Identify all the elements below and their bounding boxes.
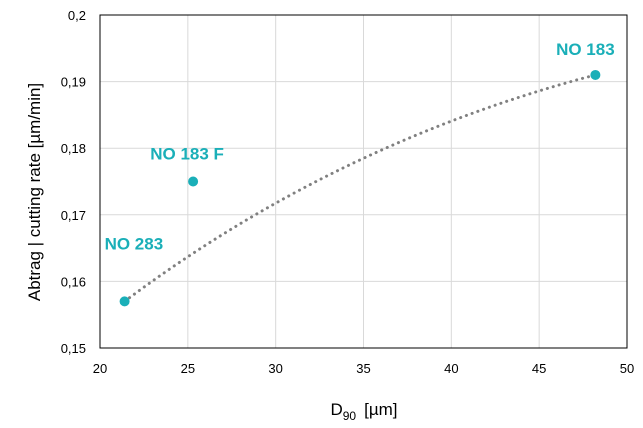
x-tick-label: 45 bbox=[532, 361, 546, 376]
x-tick-label: 35 bbox=[356, 361, 370, 376]
y-axis-title: Abtrag | cutting rate [µm/min] bbox=[25, 83, 44, 301]
x-tick-label: 40 bbox=[444, 361, 458, 376]
point-labels: NO 283 NO 183 F NO 183 bbox=[105, 40, 615, 253]
x-tick-label: 20 bbox=[93, 361, 107, 376]
data-point bbox=[590, 69, 601, 80]
y-tick-label: 0,15 bbox=[61, 341, 86, 356]
x-tick-label: 30 bbox=[268, 361, 282, 376]
y-tick-label: 0,18 bbox=[61, 141, 86, 156]
point-label: NO 183 F bbox=[150, 145, 224, 164]
plot-area-border bbox=[99, 14, 628, 349]
x-axis-title-main: D bbox=[330, 400, 342, 419]
y-tick-label: 0,17 bbox=[61, 208, 86, 223]
x-tick-label: 50 bbox=[620, 361, 634, 376]
data-point bbox=[119, 296, 130, 307]
data-points bbox=[119, 69, 601, 307]
data-point bbox=[188, 176, 199, 187]
y-tick-label: 0,19 bbox=[61, 75, 86, 90]
trendline bbox=[123, 73, 597, 303]
y-axis-ticks: 0,15 0,16 0,17 0,18 0,19 0,2 bbox=[61, 8, 86, 356]
x-axis-title-unit: [µm] bbox=[364, 400, 397, 419]
x-axis-title-subscript: 90 bbox=[343, 409, 357, 423]
x-axis-title: D90 [µm] bbox=[330, 400, 397, 423]
y-tick-label: 0,16 bbox=[61, 274, 86, 289]
grid-lines bbox=[100, 15, 627, 348]
y-tick-label: 0,2 bbox=[68, 8, 86, 23]
x-tick-label: 25 bbox=[181, 361, 195, 376]
point-label: NO 183 bbox=[556, 40, 615, 59]
x-axis-ticks: 20 25 30 35 40 45 50 bbox=[93, 361, 634, 376]
point-label: NO 283 bbox=[105, 234, 164, 253]
